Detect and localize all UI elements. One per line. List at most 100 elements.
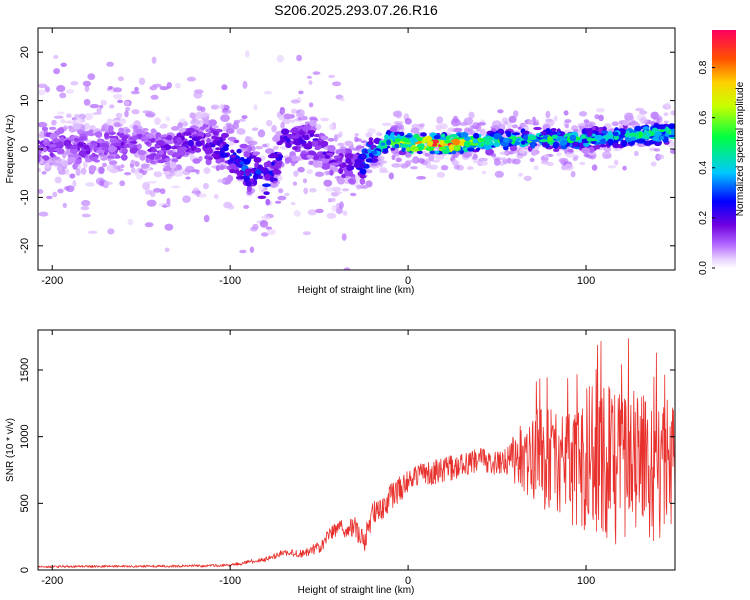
- spectrogram-cell: [109, 168, 119, 174]
- spectrogram-cell: [72, 162, 78, 170]
- spectrogram-cell: [521, 140, 526, 145]
- spectrogram-cell: [242, 80, 248, 89]
- spectrogram-cell: [233, 166, 238, 171]
- spectrogram-cell: [159, 124, 167, 129]
- spectrogram-cell: [91, 152, 96, 158]
- spectrogram-cell: [61, 160, 70, 167]
- spectrogram-cell: [400, 163, 409, 169]
- spectrogram-cell: [303, 187, 309, 195]
- spectrogram-cell: [185, 151, 190, 156]
- spectrogram-cell: [212, 130, 219, 136]
- spectrogram-cell: [493, 158, 501, 166]
- spectrogram-cell: [509, 145, 518, 152]
- spectrogram-cell: [297, 166, 305, 173]
- y-tick-label: 1000: [19, 424, 31, 448]
- spectrogram-cell: [42, 146, 48, 153]
- spectrogram-cell: [243, 175, 249, 183]
- spectrogram-cell: [401, 146, 406, 153]
- spectrogram-cell: [499, 161, 505, 166]
- spectrogram-cell: [306, 75, 312, 79]
- spectrogram-cell: [517, 126, 523, 130]
- colorbar-tick-label: 0.0: [698, 261, 709, 275]
- spectrogram-cell: [128, 143, 135, 149]
- spectrogram-cell: [139, 154, 146, 161]
- spectrogram-cell: [48, 161, 54, 166]
- spectrogram-cell: [508, 115, 517, 123]
- spectrogram-cell: [250, 226, 258, 232]
- spectrogram-cell: [607, 130, 613, 137]
- spectrogram-cell: [182, 121, 188, 127]
- spectrogram-cell: [73, 137, 79, 142]
- spectrogram-cell: [56, 85, 66, 92]
- spectrogram-cell: [512, 132, 520, 136]
- spectrogram-cell: [290, 127, 299, 134]
- spectrogram-cell: [371, 145, 376, 150]
- spectrogram-cell: [159, 86, 169, 91]
- spectrogram-cell: [391, 154, 396, 161]
- spectrogram-cell: [157, 159, 166, 164]
- y-tick-label: 0: [19, 146, 31, 152]
- spectrogram-cell: [417, 137, 423, 142]
- x-tick-label: 0: [405, 275, 411, 287]
- spectrogram-cell: [227, 159, 234, 164]
- spectrogram-cell: [429, 150, 436, 155]
- spectrogram-cell: [359, 185, 369, 189]
- spectrogram-cell: [185, 176, 191, 180]
- spectrogram-cell: [670, 110, 675, 116]
- spectrogram-cell: [466, 166, 474, 170]
- spectrogram-cell: [159, 188, 166, 195]
- spectrogram-cell: [503, 137, 510, 143]
- spectrogram-cell: [59, 92, 67, 99]
- spectrogram-cell: [96, 107, 102, 113]
- spectrogram-cell: [262, 143, 268, 148]
- spectrogram-cell: [479, 138, 485, 142]
- spectrogram-cell: [281, 128, 290, 135]
- spectrogram-cell: [108, 146, 115, 153]
- spectrogram-cell: [564, 163, 574, 171]
- spectrogram-cell: [478, 157, 488, 162]
- spectrogram-cell: [599, 144, 607, 148]
- spectrogram-cell: [354, 136, 359, 143]
- spectrogram-cell: [194, 147, 202, 153]
- spectrogram-cell: [66, 113, 72, 118]
- spectrogram-cell: [54, 176, 62, 184]
- spectrogram-cell: [307, 209, 317, 216]
- spectrogram-cell: [145, 111, 156, 118]
- spectrogram-cell: [669, 149, 675, 154]
- spectrogram-cell: [140, 163, 149, 169]
- spectrogram-cell: [124, 100, 130, 106]
- spectrogram-cell: [82, 161, 88, 169]
- spectrogram-cell: [153, 188, 162, 193]
- spectrogram-cell: [493, 142, 501, 147]
- spectrogram-cell: [166, 82, 172, 89]
- spectrogram-cell: [272, 145, 279, 150]
- spectrogram-cell: [410, 127, 420, 134]
- spectrogram-cell: [83, 98, 91, 106]
- spectrogram-cell: [472, 138, 479, 144]
- y-tick-label: -10: [19, 189, 31, 205]
- spectrogram-cell: [38, 139, 41, 145]
- spectrogram-cell: [512, 158, 521, 165]
- x-tick-label: -200: [41, 275, 63, 287]
- spectrogram-cell: [290, 119, 295, 123]
- spectrogram-cell: [103, 151, 108, 155]
- spectrogram-cell: [355, 145, 365, 149]
- spectrogram-cell: [367, 149, 372, 154]
- spectrogram-cell: [499, 151, 509, 155]
- spectrogram-cell: [87, 73, 96, 80]
- spectrogram-cell: [323, 179, 333, 187]
- spectrogram-cell: [151, 56, 157, 64]
- spectrogram-cell: [449, 134, 458, 138]
- spectrogram-cell: [359, 178, 366, 185]
- spectrogram-cell: [65, 89, 75, 94]
- spectrogram-cell: [235, 158, 241, 165]
- spectrogram-cell: [552, 141, 560, 148]
- spectrogram-cell: [302, 125, 311, 132]
- spectrogram-cell: [612, 142, 619, 148]
- spectrogram-cell: [164, 223, 174, 231]
- spectrogram-cell: [239, 249, 247, 254]
- spectrogram-cell: [252, 173, 259, 180]
- spectrogram-cell: [292, 146, 298, 151]
- spectrogram-cell: [108, 160, 118, 166]
- spectrogram-cell: [445, 135, 451, 140]
